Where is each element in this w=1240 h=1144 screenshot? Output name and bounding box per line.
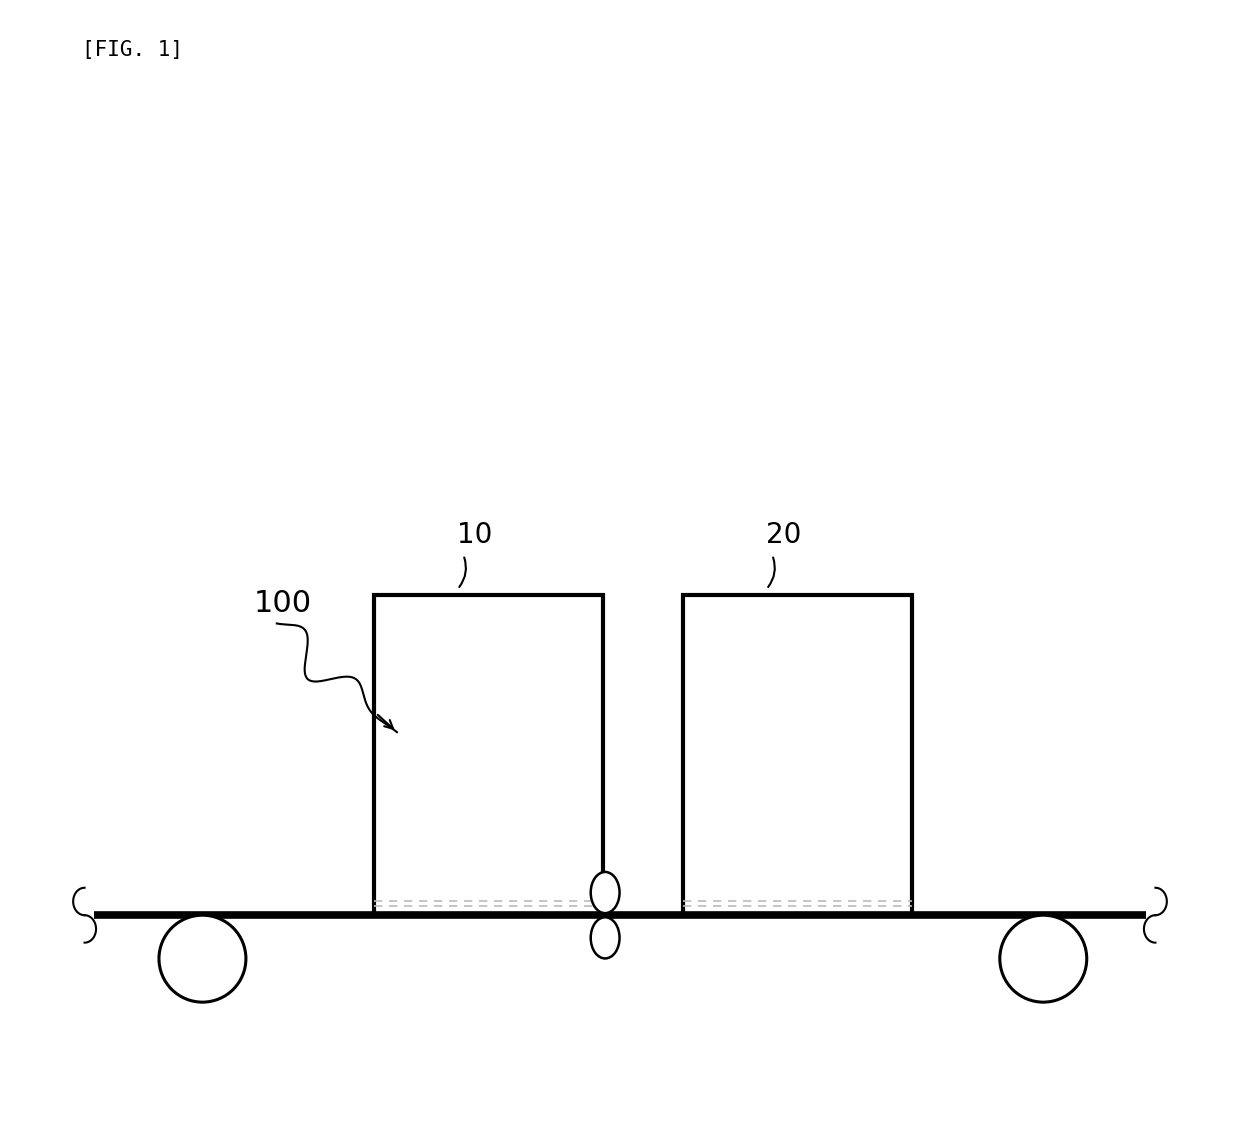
Ellipse shape xyxy=(590,872,620,913)
Bar xyxy=(683,595,911,915)
Text: 100: 100 xyxy=(254,589,312,618)
Ellipse shape xyxy=(590,917,620,959)
Text: 10: 10 xyxy=(458,522,492,549)
Bar xyxy=(374,595,603,915)
Text: [FIG. 1]: [FIG. 1] xyxy=(82,40,184,59)
Circle shape xyxy=(159,915,246,1002)
Circle shape xyxy=(999,915,1086,1002)
Text: 20: 20 xyxy=(766,522,801,549)
